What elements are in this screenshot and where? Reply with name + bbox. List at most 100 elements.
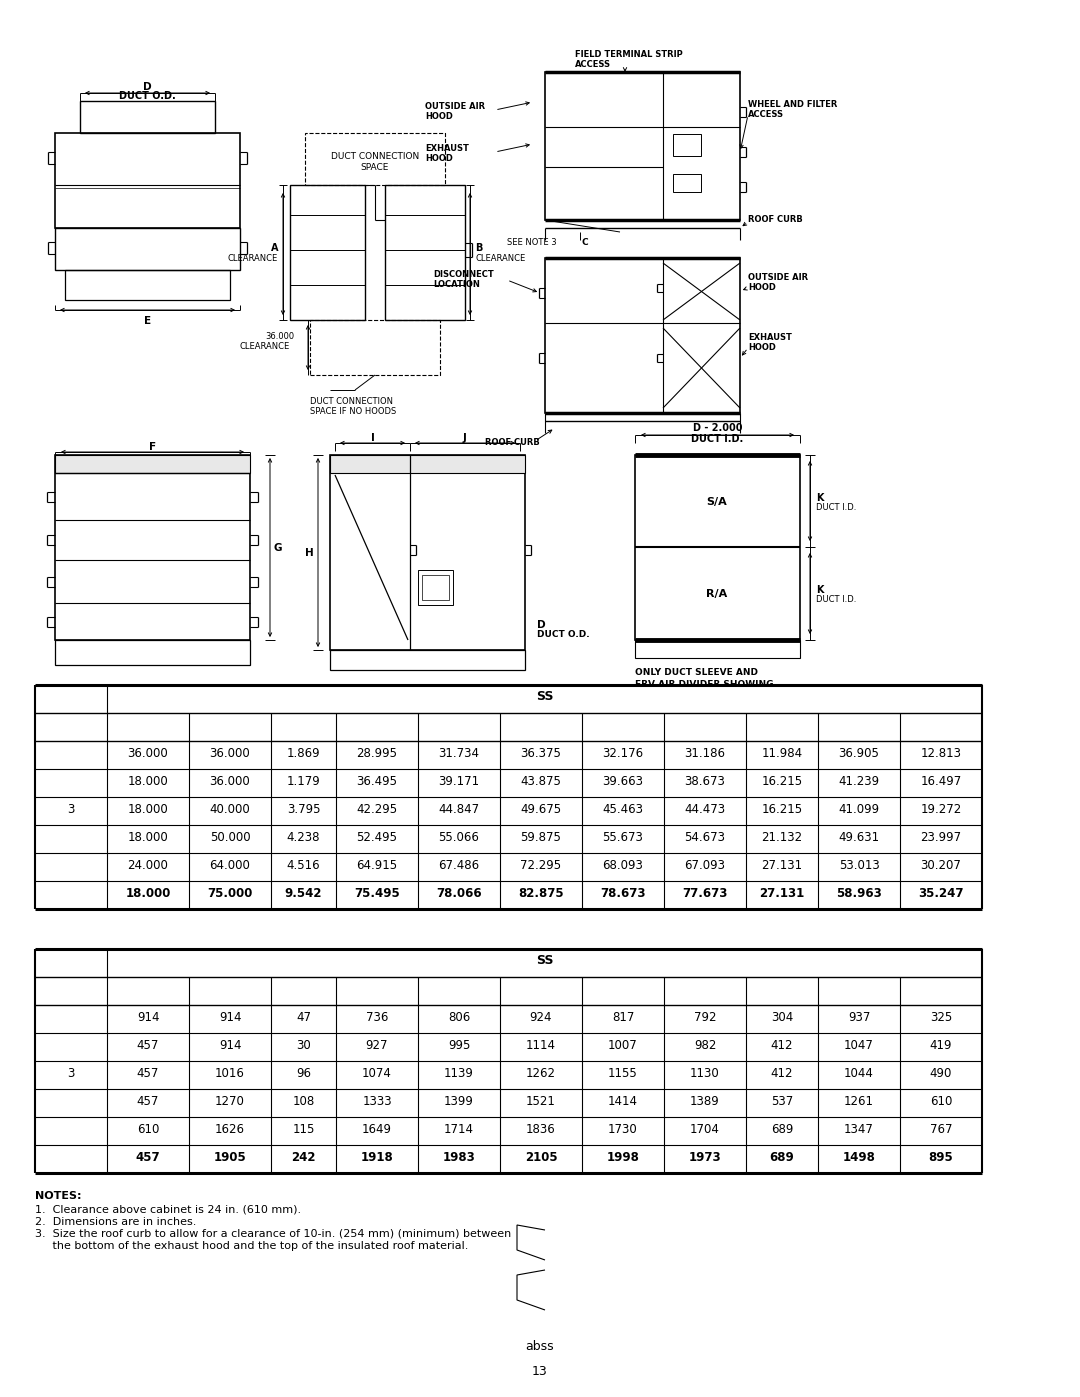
Text: DUCT I.D.: DUCT I.D. [816, 503, 856, 511]
Bar [55, 455, 249, 640]
Text: 24.000: 24.000 [127, 859, 168, 872]
Bar [55, 133, 240, 228]
Text: I: I [370, 433, 375, 443]
Text: 49.675: 49.675 [521, 803, 562, 816]
Text: 3: 3 [67, 803, 75, 816]
Bar [673, 175, 701, 191]
Text: E: E [144, 316, 151, 326]
Text: 18.000: 18.000 [127, 775, 168, 788]
Text: 1998: 1998 [607, 1151, 639, 1164]
Text: HOOD: HOOD [748, 344, 775, 352]
Text: 42.295: 42.295 [356, 803, 397, 816]
Text: LOCATION: LOCATION [433, 279, 480, 289]
Text: J: J [463, 433, 467, 443]
Text: 1836: 1836 [526, 1123, 556, 1136]
Text: CLEARANCE: CLEARANCE [240, 342, 291, 351]
Text: H: H [306, 548, 314, 557]
Text: CLEARANCE: CLEARANCE [475, 254, 525, 263]
Text: 610: 610 [137, 1123, 159, 1136]
Text: 3.795: 3.795 [287, 803, 321, 816]
Text: 82.875: 82.875 [518, 887, 564, 900]
Text: 2.  Dimensions are in inches.: 2. Dimensions are in inches. [35, 1217, 197, 1227]
Bar [422, 576, 449, 599]
Text: S/A: S/A [706, 497, 727, 507]
Text: 9.542: 9.542 [285, 887, 322, 900]
Text: 914: 914 [137, 1011, 159, 1024]
Text: 689: 689 [771, 1123, 793, 1136]
Text: 1983: 1983 [443, 1151, 475, 1164]
Text: 49.631: 49.631 [838, 831, 879, 844]
Text: 36.375: 36.375 [521, 747, 562, 760]
Text: 67.486: 67.486 [438, 859, 480, 872]
Text: C: C [582, 237, 589, 247]
Text: 39.171: 39.171 [438, 775, 480, 788]
Text: 41.099: 41.099 [838, 803, 879, 816]
Text: EXHAUST: EXHAUST [426, 144, 469, 154]
Text: 924: 924 [530, 1011, 552, 1024]
Bar [545, 73, 740, 219]
Text: 1730: 1730 [608, 1123, 638, 1136]
Bar [330, 650, 525, 671]
Text: K: K [816, 493, 824, 503]
Text: DUCT I.D.: DUCT I.D. [816, 595, 856, 604]
Text: 64.000: 64.000 [210, 859, 251, 872]
Text: 19.272: 19.272 [920, 803, 961, 816]
Bar [80, 101, 215, 133]
Text: HOOD: HOOD [426, 154, 453, 163]
Text: 1.869: 1.869 [286, 747, 321, 760]
Text: 412: 412 [771, 1039, 793, 1052]
Text: 1333: 1333 [362, 1095, 392, 1108]
Text: EXHAUST: EXHAUST [748, 332, 792, 342]
Text: 54.673: 54.673 [685, 831, 726, 844]
Text: FIELD TERMINAL STRIP: FIELD TERMINAL STRIP [575, 50, 683, 59]
Text: 1130: 1130 [690, 1067, 720, 1080]
Text: 41.239: 41.239 [838, 775, 879, 788]
Text: 27.131: 27.131 [761, 859, 802, 872]
Text: 75.000: 75.000 [207, 887, 253, 900]
Text: 1905: 1905 [214, 1151, 246, 1164]
Text: WHEEL AND FILTER: WHEEL AND FILTER [748, 101, 837, 109]
Text: 1521: 1521 [526, 1095, 556, 1108]
Text: 457: 457 [137, 1039, 159, 1052]
Text: 689: 689 [770, 1151, 795, 1164]
Text: 1626: 1626 [215, 1123, 245, 1136]
Text: 55.066: 55.066 [438, 831, 480, 844]
Bar [291, 184, 365, 320]
Text: 1414: 1414 [608, 1095, 638, 1108]
Text: 35.247: 35.247 [918, 887, 963, 900]
Text: 914: 914 [219, 1011, 241, 1024]
Text: ACCESS: ACCESS [748, 110, 784, 119]
Text: F: F [149, 441, 157, 453]
Text: 28.995: 28.995 [356, 747, 397, 760]
Text: NOTES:: NOTES: [35, 1192, 81, 1201]
Text: 1.  Clearance above cabinet is 24 in. (610 mm).: 1. Clearance above cabinet is 24 in. (61… [35, 1206, 301, 1215]
Text: 77.673: 77.673 [683, 887, 728, 900]
Text: 817: 817 [611, 1011, 634, 1024]
Text: OUTSIDE AIR: OUTSIDE AIR [426, 102, 485, 110]
Text: 30: 30 [296, 1039, 311, 1052]
Text: 115: 115 [293, 1123, 314, 1136]
Text: ROOF CURB: ROOF CURB [485, 439, 540, 447]
Text: 64.915: 64.915 [356, 859, 397, 872]
Bar [384, 184, 465, 320]
Text: 31.734: 31.734 [438, 747, 480, 760]
Text: DUCT CONNECTION: DUCT CONNECTION [310, 397, 393, 407]
Text: B: B [475, 243, 483, 253]
Text: 12.813: 12.813 [920, 747, 961, 760]
Text: 67.093: 67.093 [685, 859, 726, 872]
Text: 1704: 1704 [690, 1123, 720, 1136]
Text: 108: 108 [293, 1095, 314, 1108]
Text: 59.875: 59.875 [521, 831, 562, 844]
Text: 4.238: 4.238 [287, 831, 321, 844]
Text: HOOD: HOOD [426, 112, 453, 122]
Text: 21.132: 21.132 [761, 831, 802, 844]
Text: DUCT O.D.: DUCT O.D. [537, 630, 590, 638]
Text: 1918: 1918 [361, 1151, 393, 1164]
Bar [635, 640, 800, 658]
Text: 457: 457 [137, 1067, 159, 1080]
Text: the bottom of the exhaust hood and the top of the insulated roof material.: the bottom of the exhaust hood and the t… [35, 1241, 469, 1250]
Text: 96: 96 [296, 1067, 311, 1080]
Text: 537: 537 [771, 1095, 793, 1108]
Text: 419: 419 [930, 1039, 953, 1052]
Bar [310, 320, 440, 374]
